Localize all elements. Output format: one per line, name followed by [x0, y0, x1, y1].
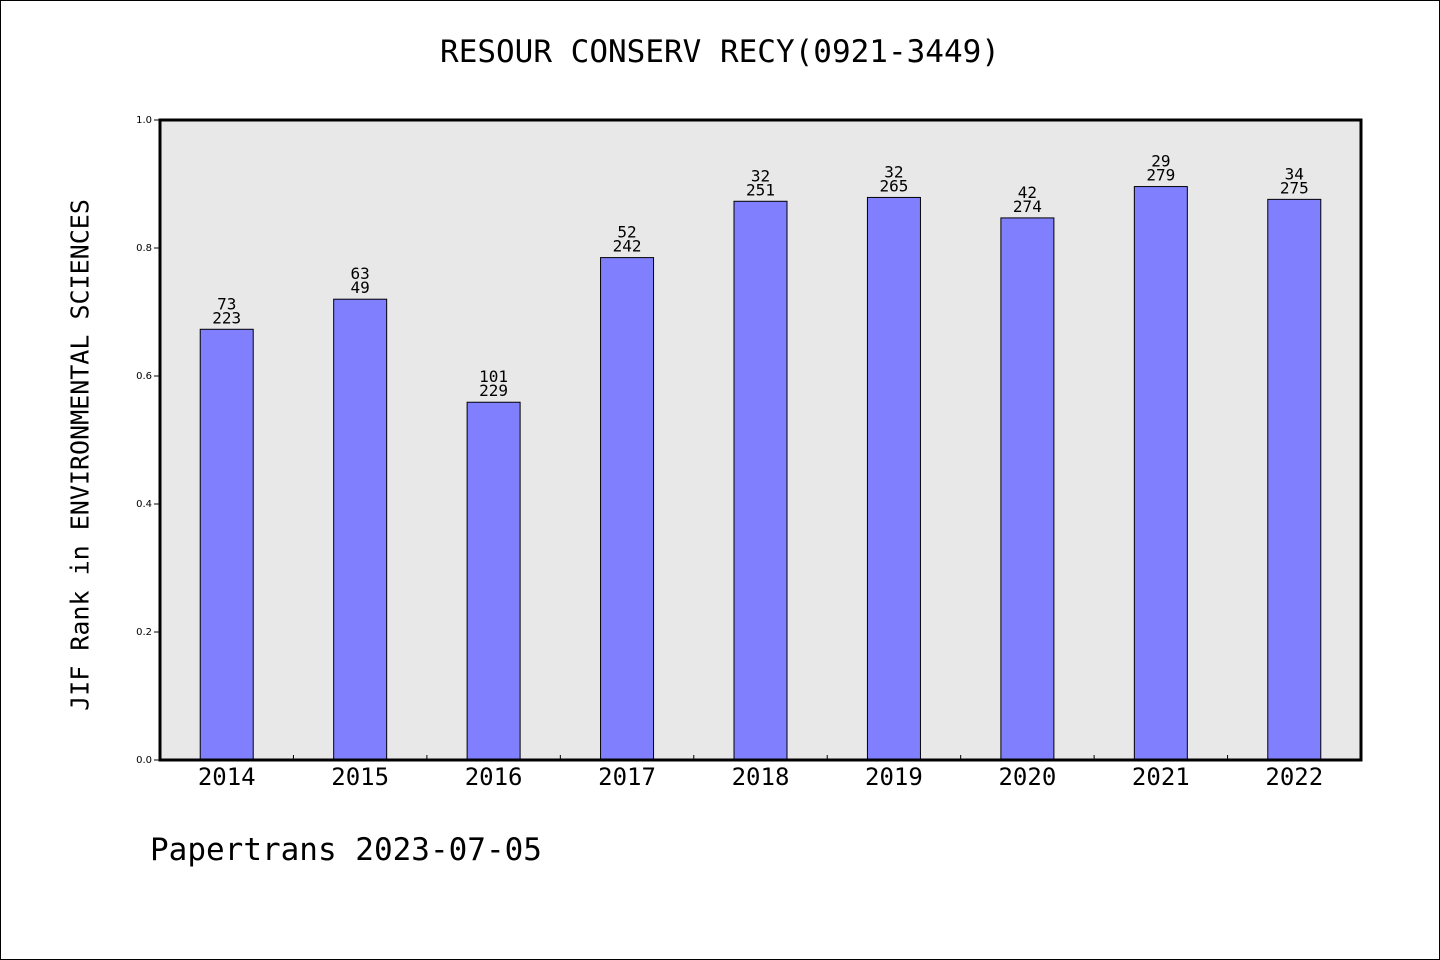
bar: [333, 298, 388, 761]
bar: [199, 328, 254, 761]
bar: [600, 257, 655, 761]
y-tick-label: 0.0: [136, 755, 152, 766]
footer-credit: Papertrans 2023-07-05: [150, 832, 542, 868]
bar-rank-label: 52: [617, 223, 636, 242]
bar-rank-label: 42: [1018, 183, 1037, 202]
y-tick-label: 0.2: [136, 627, 152, 638]
bar-total-label: 242: [613, 237, 642, 256]
bar: [1133, 186, 1188, 761]
x-tick-label: 2019: [865, 763, 923, 791]
bar-rank-label: 32: [751, 166, 770, 185]
y-tick-label: 1.0: [136, 115, 152, 126]
bar-total-label: 279: [1146, 166, 1175, 185]
x-tick-label: 2022: [1265, 763, 1323, 791]
x-tick-label: 2021: [1132, 763, 1190, 791]
bar-total-label: 265: [879, 176, 908, 195]
bar: [866, 196, 921, 761]
bar-total-label: 274: [1013, 197, 1042, 216]
bar-total-label: 49: [351, 278, 370, 297]
bar-rank-label: 34: [1285, 164, 1304, 183]
x-tick-label: 2020: [998, 763, 1056, 791]
y-tick-label: 0.8: [136, 243, 152, 254]
bar-total-label: 223: [212, 308, 241, 327]
bar: [466, 401, 521, 761]
x-tick-label: 2015: [331, 763, 389, 791]
y-tick-label: 0.4: [136, 499, 152, 510]
bar-total-label: 229: [479, 381, 508, 400]
bar-total-label: 251: [746, 180, 775, 199]
x-tick-label: 2014: [198, 763, 256, 791]
chart-title: RESOUR CONSERV RECY(0921-3449): [440, 34, 1000, 70]
bar-rank-label: 29: [1151, 152, 1170, 171]
bar-total-label: 275: [1280, 178, 1309, 197]
x-tick-label: 2016: [465, 763, 523, 791]
bar-rank-label: 32: [884, 162, 903, 181]
bar: [1267, 198, 1322, 761]
plot-border: [158, 118, 1363, 762]
bar: [733, 200, 788, 761]
bar-rank-label: 63: [351, 264, 370, 283]
y-tick-label: 0.6: [136, 371, 152, 382]
bar-rank-label: 73: [217, 294, 236, 313]
bar: [1000, 217, 1055, 761]
x-tick-label: 2017: [598, 763, 656, 791]
x-tick-label: 2018: [732, 763, 790, 791]
bar-rank-label: 101: [479, 367, 508, 386]
